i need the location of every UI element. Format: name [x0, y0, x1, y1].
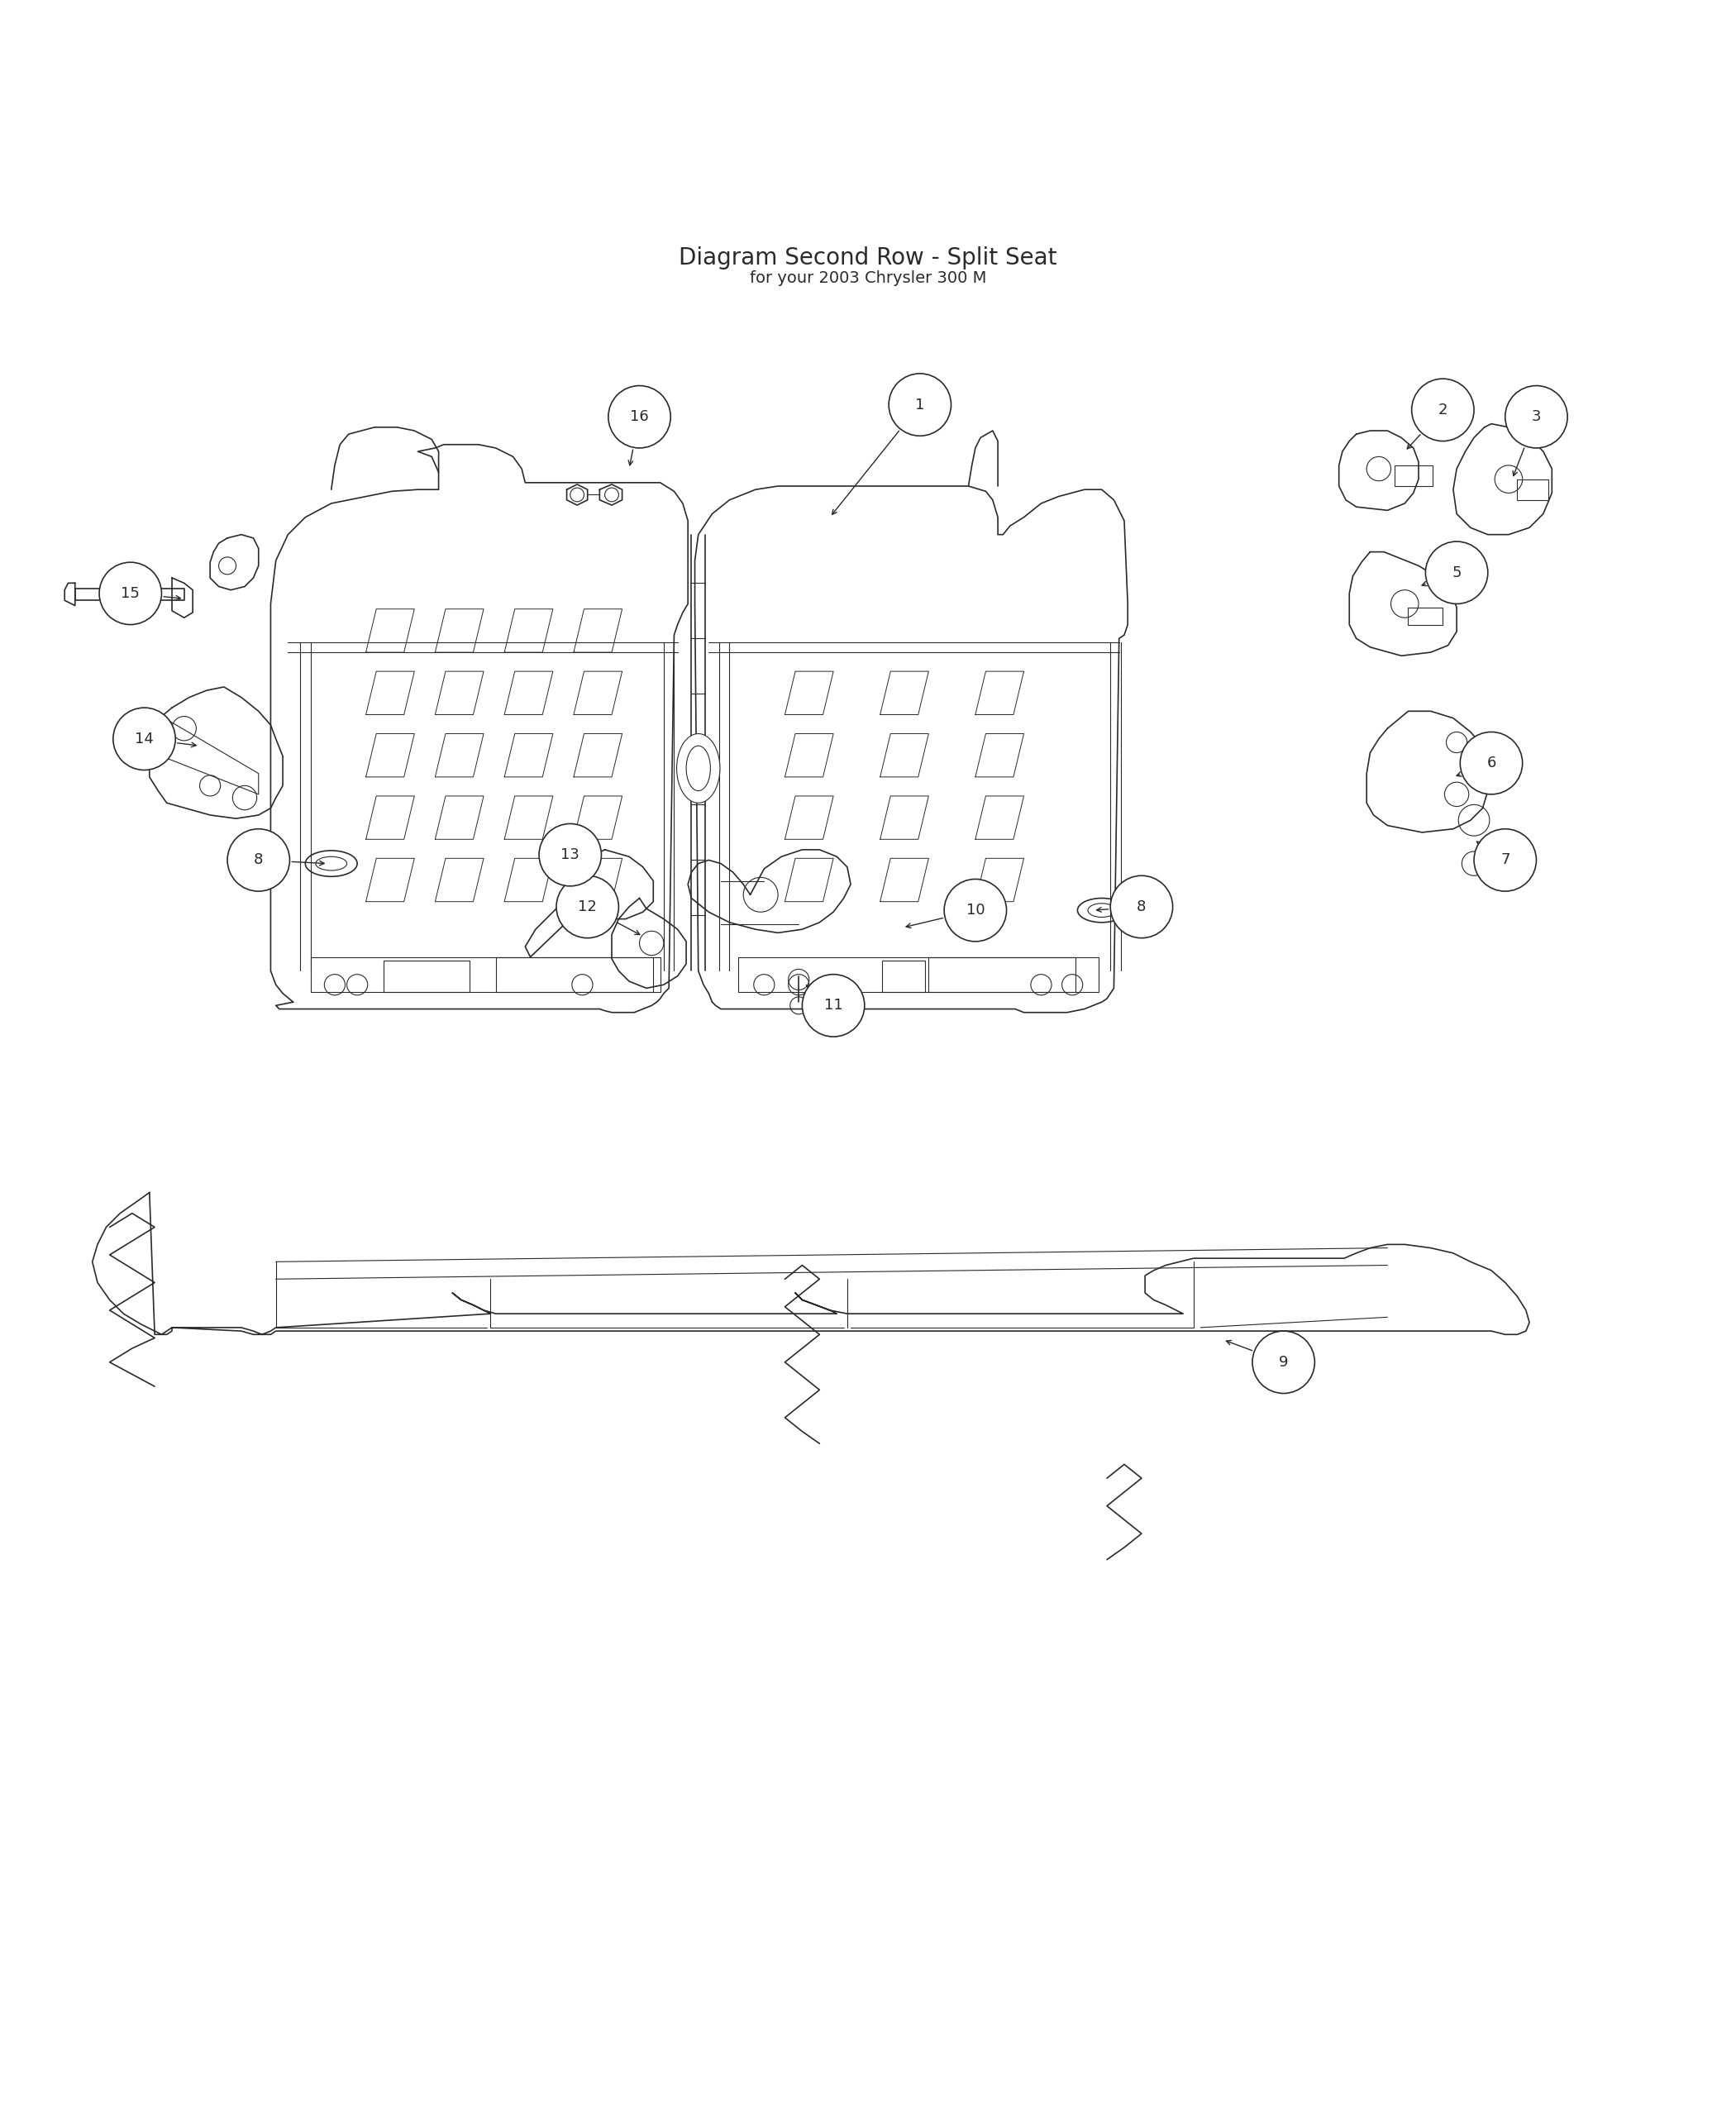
Ellipse shape	[677, 734, 720, 803]
Text: 14: 14	[135, 731, 155, 746]
Bar	[384, 961, 470, 991]
Text: 6: 6	[1486, 755, 1496, 772]
Text: 3: 3	[1531, 409, 1542, 424]
Text: 1: 1	[915, 396, 925, 413]
Circle shape	[556, 875, 618, 938]
Circle shape	[944, 879, 1007, 942]
Circle shape	[113, 708, 175, 769]
Circle shape	[99, 563, 161, 624]
Text: for your 2003 Chrysler 300 M: for your 2003 Chrysler 300 M	[750, 270, 986, 287]
Circle shape	[1460, 731, 1522, 795]
Bar	[1517, 479, 1549, 500]
Text: 15: 15	[122, 586, 141, 601]
Bar	[1408, 607, 1443, 624]
Text: 9: 9	[1279, 1355, 1288, 1370]
Circle shape	[608, 386, 670, 449]
Text: 8: 8	[1137, 900, 1146, 915]
Circle shape	[1425, 542, 1488, 603]
Text: 16: 16	[630, 409, 649, 424]
Text: 5: 5	[1451, 565, 1462, 580]
Bar	[882, 961, 925, 991]
Text: 8: 8	[253, 852, 264, 868]
Circle shape	[1411, 379, 1474, 441]
Circle shape	[1252, 1330, 1314, 1393]
Bar	[929, 957, 1099, 991]
Circle shape	[1111, 875, 1174, 938]
Text: 13: 13	[561, 847, 580, 862]
Bar	[1394, 466, 1432, 487]
Circle shape	[227, 828, 290, 892]
Text: 7: 7	[1500, 852, 1510, 868]
Circle shape	[540, 824, 601, 885]
Bar	[311, 957, 653, 991]
Text: 11: 11	[825, 997, 842, 1014]
Circle shape	[802, 974, 865, 1037]
Circle shape	[1505, 386, 1568, 449]
Circle shape	[1474, 828, 1536, 892]
Circle shape	[889, 373, 951, 436]
Text: Diagram Second Row - Split Seat: Diagram Second Row - Split Seat	[679, 247, 1057, 270]
Text: 2: 2	[1437, 403, 1448, 417]
Text: 10: 10	[965, 902, 984, 917]
Bar	[738, 957, 1076, 991]
Text: 12: 12	[578, 900, 597, 915]
Bar	[496, 957, 660, 991]
